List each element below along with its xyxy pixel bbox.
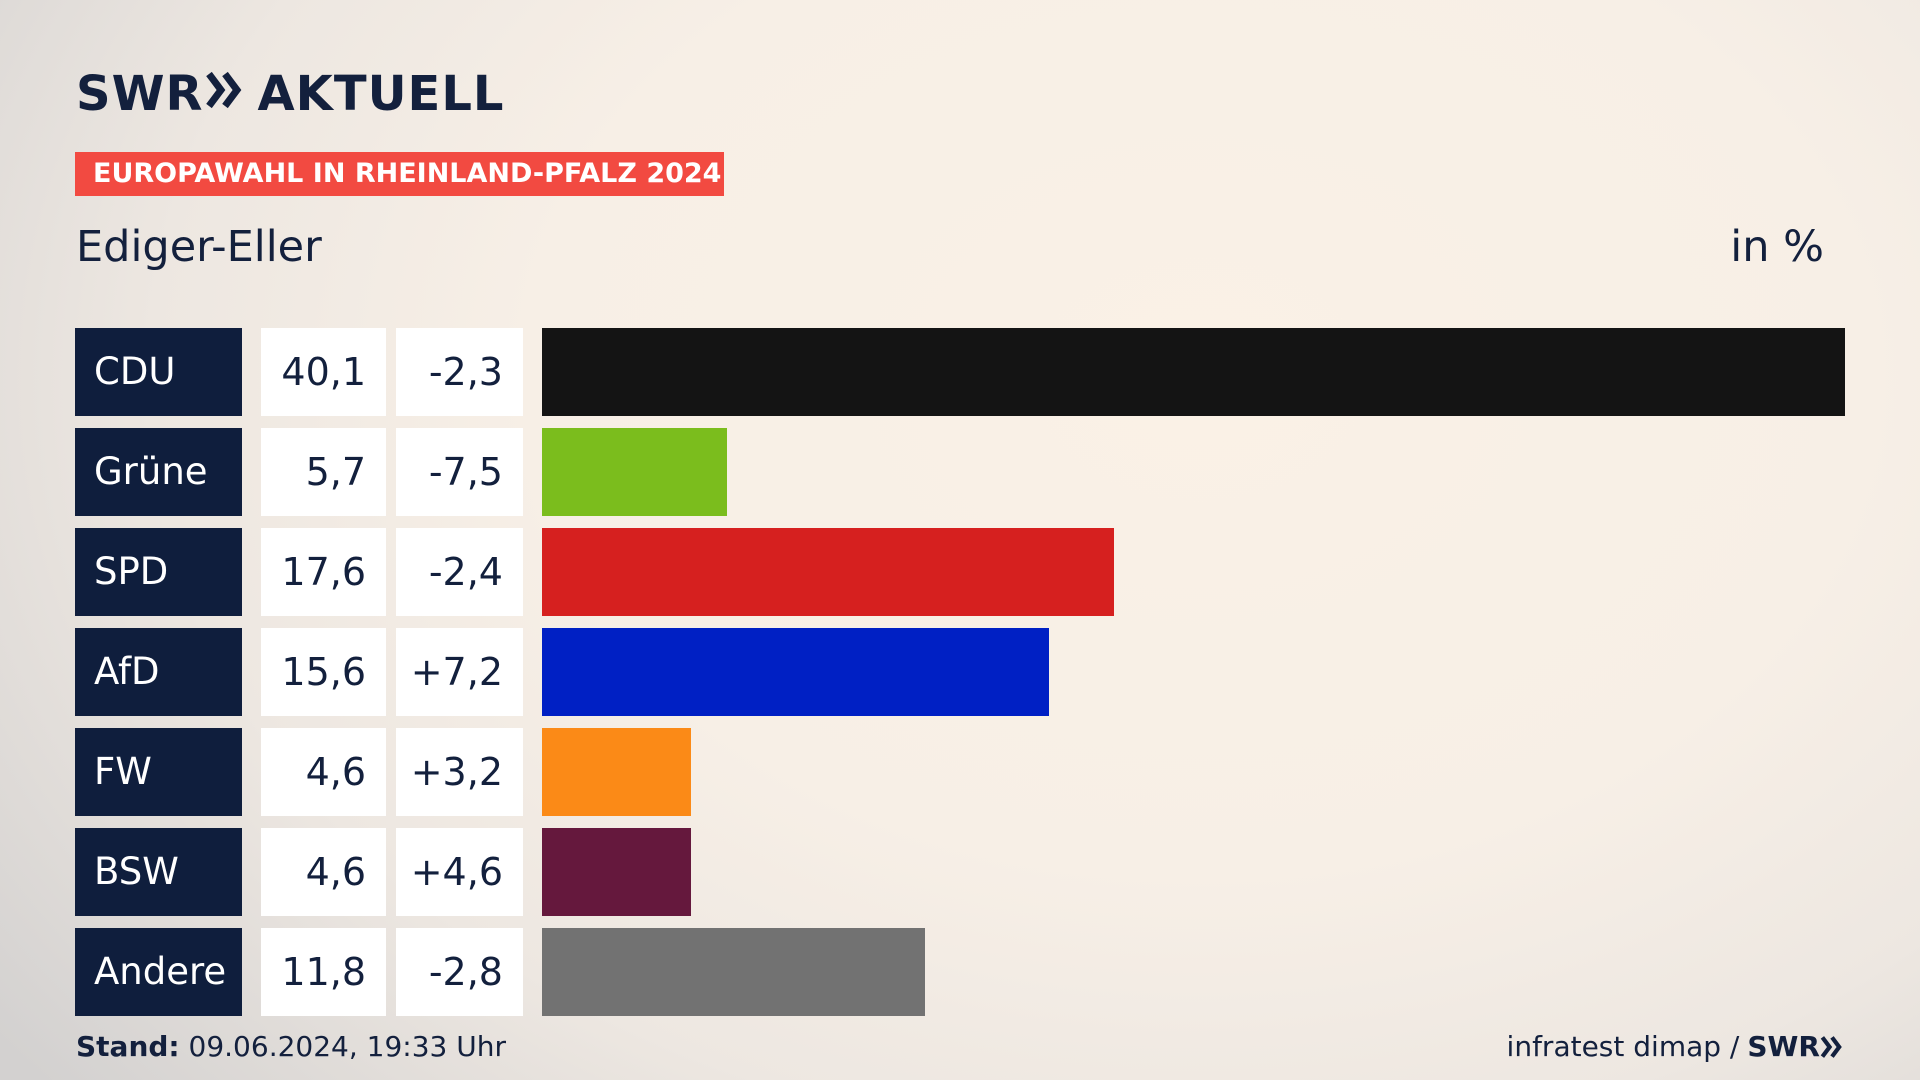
bar-afd <box>542 628 1049 716</box>
place-title: Ediger-Eller <box>76 222 322 272</box>
stand-value: 09.06.2024, 19:33 Uhr <box>188 1030 506 1063</box>
party-change: +4,6 <box>396 828 523 916</box>
party-percentage: 17,6 <box>261 528 386 616</box>
source-brand: SWR <box>1747 1030 1844 1063</box>
bar-andere <box>542 928 925 1016</box>
party-percentage: 40,1 <box>261 328 386 416</box>
party-change: -2,4 <box>396 528 523 616</box>
logo-swr-text: SWR <box>76 66 204 122</box>
party-name: FW <box>75 728 242 816</box>
bar-bsw <box>542 828 691 916</box>
double-chevron-icon <box>1820 1035 1842 1058</box>
party-change: +7,2 <box>396 628 523 716</box>
footer-source: infratest dimap / SWR <box>1507 1030 1844 1063</box>
party-percentage: 4,6 <box>261 828 386 916</box>
party-change: +3,2 <box>396 728 523 816</box>
bar-grüne <box>542 428 727 516</box>
unit-label: in % <box>1730 222 1824 272</box>
source-text: infratest dimap / <box>1506 1030 1740 1063</box>
footer-timestamp: Stand: 09.06.2024, 19:33 Uhr <box>76 1030 506 1063</box>
party-name: Andere <box>75 928 242 1016</box>
party-percentage: 11,8 <box>261 928 386 1016</box>
party-name: BSW <box>75 828 242 916</box>
party-change: -2,3 <box>396 328 523 416</box>
double-chevron-icon <box>205 66 245 122</box>
logo-aktuell-text: AKTUELL <box>257 66 505 122</box>
party-percentage: 4,6 <box>261 728 386 816</box>
party-name: CDU <box>75 328 242 416</box>
bar-fw <box>542 728 691 816</box>
swr-aktuell-logo: SWR AKTUELL <box>76 66 505 122</box>
party-change: -7,5 <box>396 428 523 516</box>
source-brand-text: SWR <box>1747 1030 1820 1063</box>
party-name: AfD <box>75 628 242 716</box>
party-percentage: 15,6 <box>261 628 386 716</box>
party-percentage: 5,7 <box>261 428 386 516</box>
stand-label: Stand: <box>76 1030 180 1063</box>
bar-spd <box>542 528 1114 616</box>
party-change: -2,8 <box>396 928 523 1016</box>
party-name: SPD <box>75 528 242 616</box>
bar-cdu <box>542 328 1845 416</box>
party-name: Grüne <box>75 428 242 516</box>
election-tag: EUROPAWAHL IN RHEINLAND-PFALZ 2024 <box>75 152 724 196</box>
